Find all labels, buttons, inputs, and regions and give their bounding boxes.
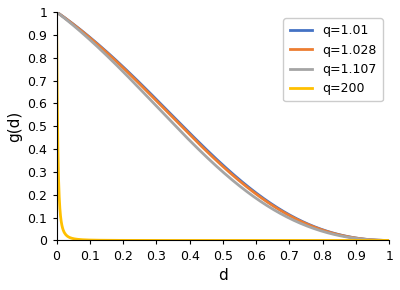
q=1.107 — [387, 239, 392, 242]
q=200 — [234, 239, 239, 242]
Legend: q=1.01, q=1.028, q=1.107, q=200: q=1.01, q=1.028, q=1.107, q=200 — [284, 18, 383, 101]
q=1.028 — [387, 239, 392, 242]
Line: q=1.107: q=1.107 — [56, 12, 389, 240]
q=1.107 — [212, 163, 217, 166]
q=200 — [387, 239, 392, 242]
q=1.107 — [54, 10, 59, 14]
q=200 — [212, 239, 217, 242]
q=1.028 — [234, 177, 239, 180]
q=1.028 — [212, 157, 217, 160]
q=1.028 — [379, 239, 384, 242]
Y-axis label: g(d): g(d) — [7, 110, 22, 142]
q=200 — [252, 239, 257, 242]
q=1.107 — [214, 164, 219, 168]
q=200 — [327, 239, 332, 242]
q=1.028 — [54, 10, 59, 14]
q=1.107 — [327, 231, 332, 235]
Line: q=1.028: q=1.028 — [56, 12, 389, 240]
X-axis label: d: d — [218, 268, 228, 283]
q=1.107 — [379, 239, 384, 242]
q=200 — [54, 10, 59, 14]
q=1.028 — [252, 191, 257, 195]
q=1.107 — [234, 182, 239, 185]
q=1.01 — [234, 175, 239, 179]
q=1.01 — [212, 155, 217, 159]
q=1.01 — [54, 10, 59, 14]
Line: q=200: q=200 — [56, 12, 389, 240]
q=1.01 — [327, 230, 332, 234]
q=1.107 — [252, 195, 257, 199]
q=1.01 — [214, 157, 219, 161]
q=200 — [214, 239, 219, 242]
q=1.01 — [252, 190, 257, 193]
q=1.028 — [214, 159, 219, 162]
Line: q=1.01: q=1.01 — [56, 12, 389, 240]
q=1.01 — [387, 239, 392, 242]
q=200 — [379, 239, 384, 242]
q=1.01 — [379, 239, 384, 242]
q=1.028 — [327, 231, 332, 234]
